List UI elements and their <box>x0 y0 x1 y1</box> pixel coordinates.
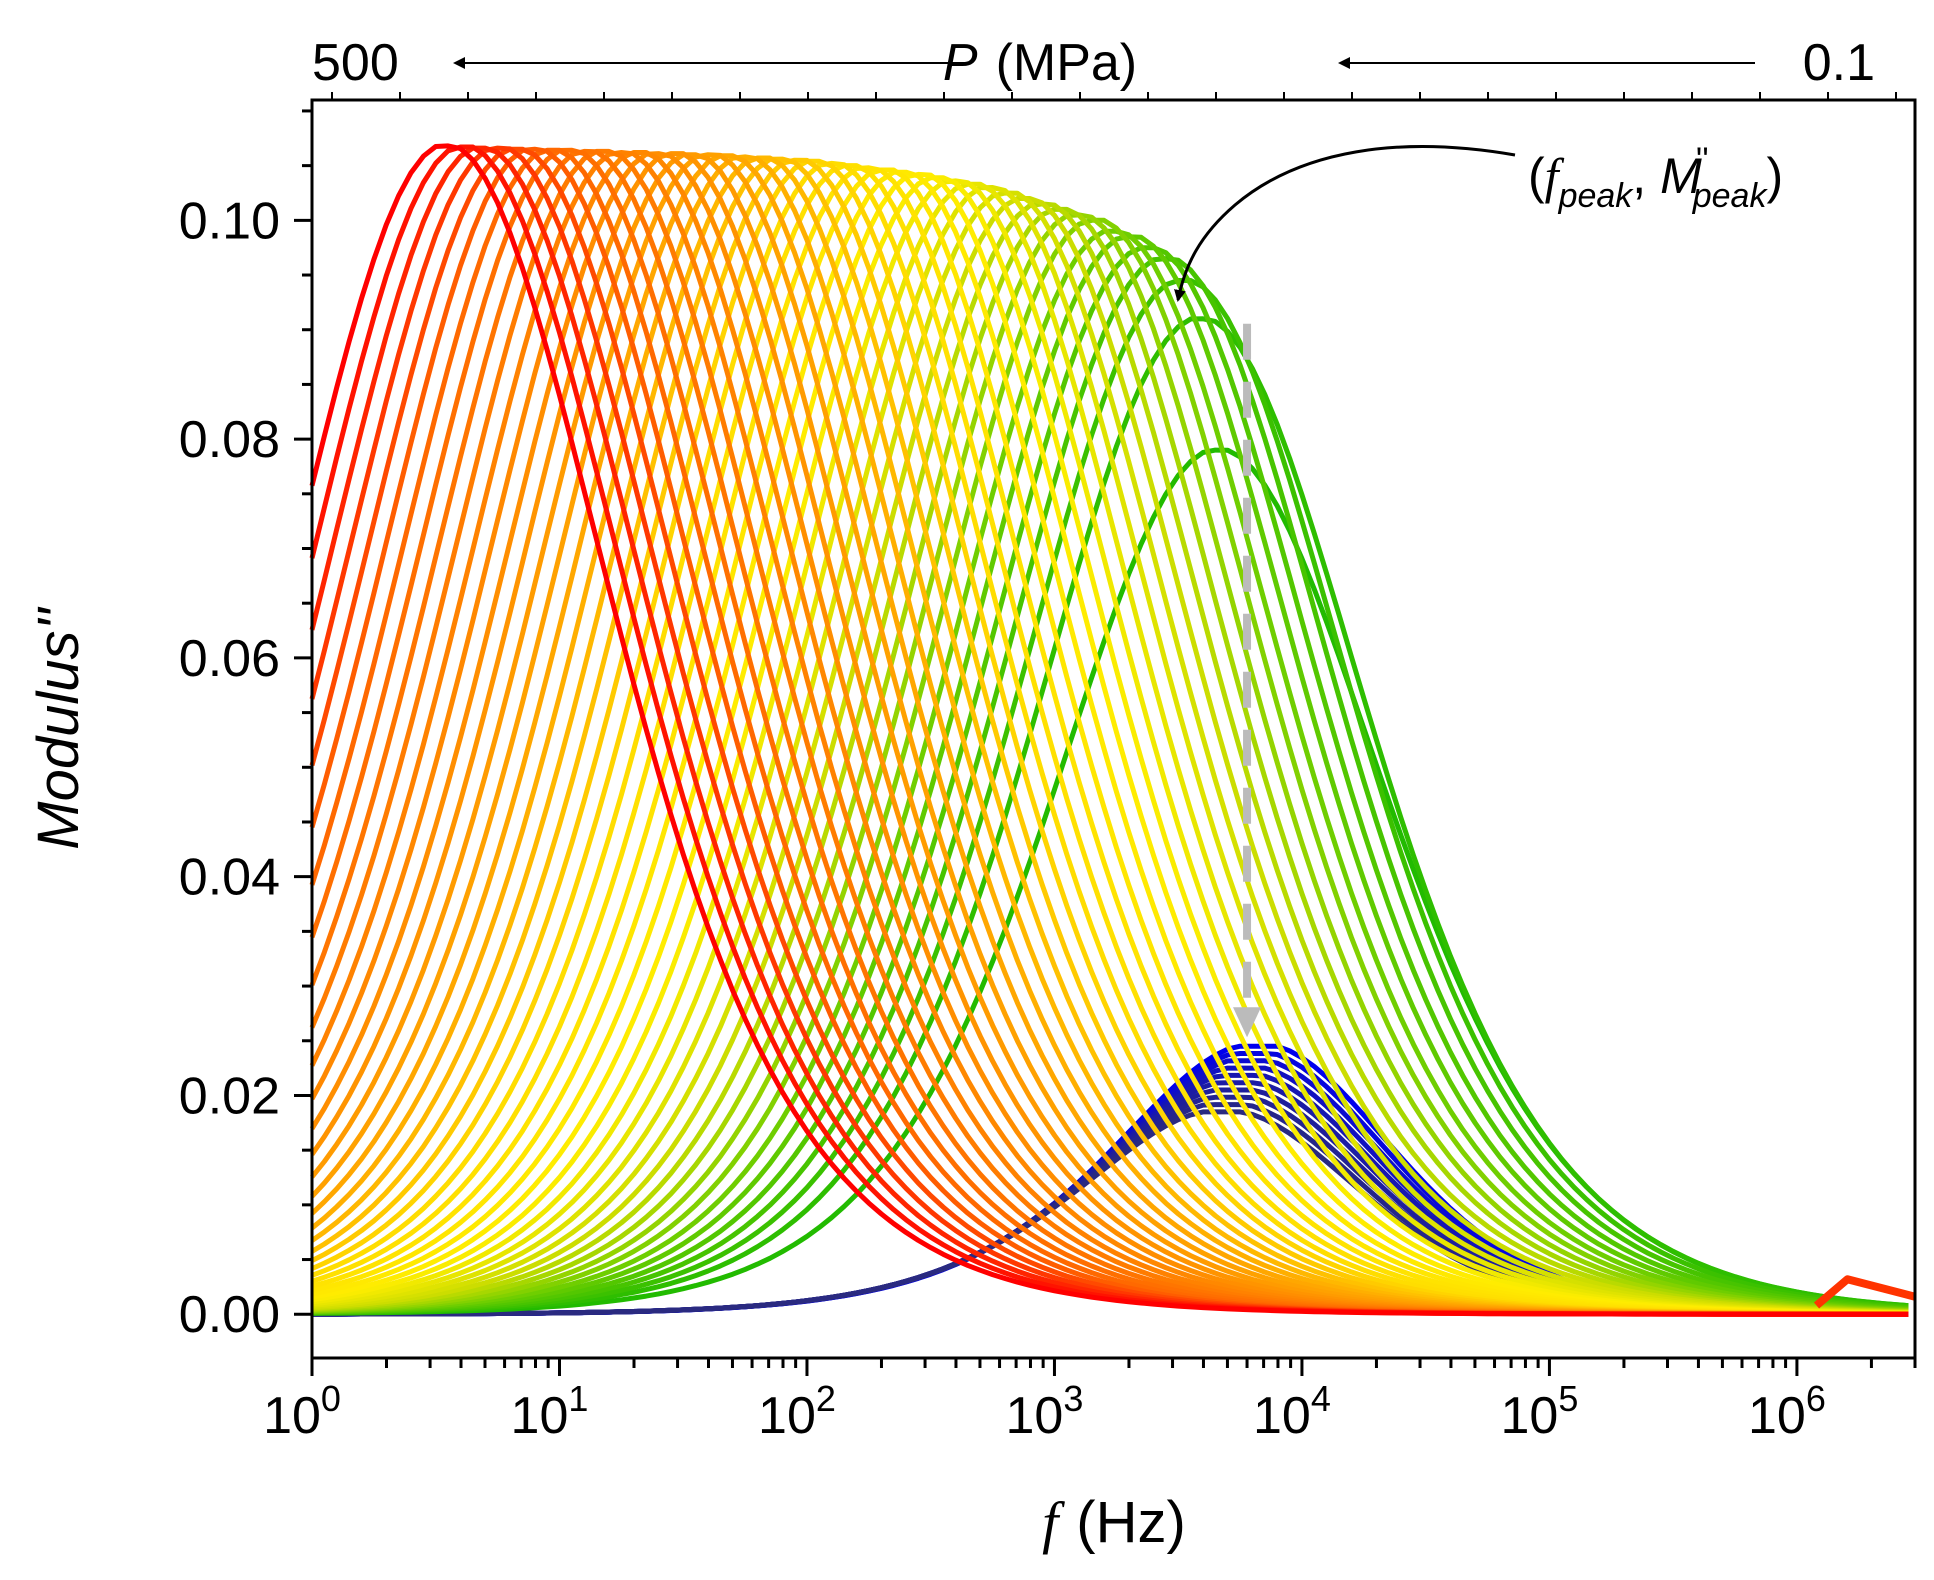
axis-ticks <box>294 92 1917 1376</box>
artifact-bump <box>1813 1275 1917 1309</box>
tick-labels: 100 101 102 103 104 105 106 0.00 0.02 0.04 0.06 0.0… <box>179 192 1826 1445</box>
x-axis-unit: (Hz) <box>1076 1490 1186 1555</box>
x-tick-label: 105 <box>1500 1378 1578 1445</box>
annotation-open: ( <box>1528 148 1545 204</box>
peak-annotation: (fpeak, M'' peak) <box>1528 141 1783 215</box>
plot-frame <box>310 98 1917 1360</box>
y-axis-title: Modulus'' <box>26 606 91 849</box>
high-pressure-curve <box>311 245 1909 1315</box>
pressure-label: P (MPa) <box>943 34 1137 92</box>
y-tick-label: 0.00 <box>179 1286 280 1344</box>
high-pressure-curve <box>311 212 1909 1314</box>
high-pressure-curve <box>311 228 1909 1314</box>
x-axis-title: f (Hz) <box>1042 1490 1186 1555</box>
high-pressure-curve <box>311 234 1909 1315</box>
y-tick-label: 0.04 <box>179 849 280 907</box>
x-tick-label: 102 <box>758 1378 836 1445</box>
x-tick-label: 100 <box>263 1378 341 1445</box>
annotation-sep: , <box>1632 148 1660 204</box>
y-tick-label: 0.10 <box>179 192 280 250</box>
high-pressure-curve <box>311 206 1909 1314</box>
high-pressure-curve <box>311 217 1909 1314</box>
annotation-arrow <box>1174 145 1516 302</box>
high-pressure-curve <box>311 201 1909 1315</box>
peak-guide-arrowhead <box>1233 1007 1262 1038</box>
high-pressure-curve <box>311 278 1909 1316</box>
annotation-m: M <box>1660 148 1702 204</box>
y-tick-label: 0.02 <box>179 1067 280 1125</box>
annotation-f-sub: peak <box>1558 177 1635 215</box>
y-tick-label: 0.08 <box>179 411 280 469</box>
x-tick-label: 106 <box>1748 1378 1826 1445</box>
pressure-unit: (MPa) <box>996 34 1138 92</box>
annotation-m-sub: peak <box>1692 177 1769 215</box>
annotation-close: ) <box>1766 148 1783 204</box>
annotation-m-sup: '' <box>1696 141 1709 179</box>
curves <box>309 143 1917 1317</box>
pressure-left-value: 500 <box>312 34 399 92</box>
peak-guide <box>1233 323 1262 1038</box>
x-tick-label: 101 <box>511 1378 589 1445</box>
x-tick-label: 104 <box>1253 1378 1331 1445</box>
pressure-symbol: P <box>943 34 978 92</box>
x-axis-symbol: f <box>1042 1490 1065 1555</box>
high-pressure-curve <box>309 143 1909 1317</box>
high-pressure-curve <box>311 256 1909 1316</box>
high-pressure-curve <box>311 196 1909 1315</box>
pressure-right-value: 0.1 <box>1803 34 1875 92</box>
y-tick-label: 0.06 <box>179 630 280 688</box>
x-tick-label: 103 <box>1006 1378 1084 1445</box>
high-pressure-curve <box>311 316 1909 1316</box>
